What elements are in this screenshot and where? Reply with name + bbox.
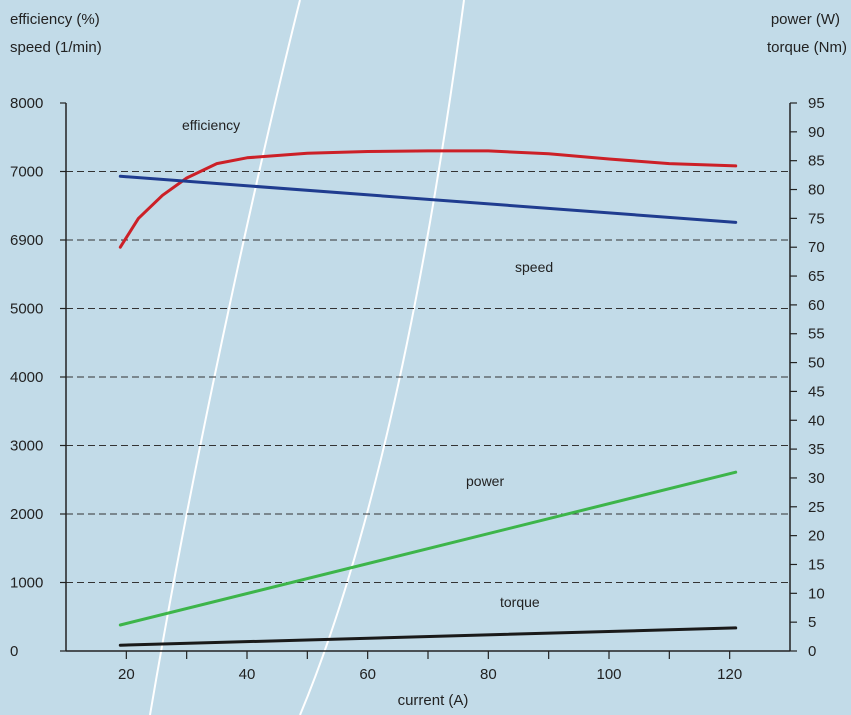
efficiency-line [118, 149, 738, 249]
right-tick-label: 70 [808, 239, 825, 256]
left-tick-label: 7000 [10, 164, 43, 181]
right-tick-label: 75 [808, 210, 825, 227]
right-tick-label: 35 [808, 441, 825, 458]
background-curve [149, 0, 301, 715]
x-tick-label: 80 [480, 666, 497, 683]
right-axis-title-line1: power (W) [771, 11, 840, 28]
right-tick-label: 30 [808, 470, 825, 487]
power-line [118, 470, 738, 627]
axis-ticks: 8000700069005000400030002000100009590858… [10, 95, 825, 683]
left-tick-label: 1000 [10, 575, 43, 592]
right-tick-label: 95 [808, 95, 825, 112]
efficiency-label: efficiency [182, 117, 240, 133]
right-tick-label: 15 [808, 556, 825, 573]
right-tick-label: 60 [808, 297, 825, 314]
speed-line [118, 174, 738, 224]
right-tick-label: 40 [808, 412, 825, 429]
left-axis-title-line2: speed (1/min) [10, 39, 102, 56]
x-tick-label: 100 [596, 666, 621, 683]
right-tick-label: 25 [808, 499, 825, 516]
left-axis-title-line1: efficiency (%) [10, 11, 100, 28]
left-tick-label: 4000 [10, 369, 43, 386]
right-axis-title-line2: torque (Nm) [767, 39, 847, 56]
left-tick-label: 5000 [10, 301, 43, 318]
right-tick-label: 85 [808, 153, 825, 170]
x-tick-label: 60 [359, 666, 376, 683]
right-tick-label: 45 [808, 383, 825, 400]
right-tick-label: 20 [808, 528, 825, 545]
background-curves [149, 0, 465, 715]
left-tick-label: 8000 [10, 95, 43, 112]
left-tick-label: 3000 [10, 438, 43, 455]
right-tick-label: 0 [808, 643, 816, 660]
series-lines [118, 149, 738, 647]
left-tick-label: 2000 [10, 506, 43, 523]
power-label: power [466, 473, 504, 489]
x-tick-label: 40 [239, 666, 256, 683]
right-tick-label: 5 [808, 614, 816, 631]
left-tick-label: 0 [10, 643, 18, 660]
x-axis-title: current (A) [398, 692, 469, 709]
right-tick-label: 80 [808, 182, 825, 199]
left-tick-label: 6900 [10, 232, 43, 249]
right-tick-label: 10 [808, 585, 825, 602]
right-tick-label: 55 [808, 326, 825, 343]
speed-label: speed [515, 259, 553, 275]
right-tick-label: 90 [808, 124, 825, 141]
torque-line [118, 626, 738, 647]
right-tick-label: 50 [808, 355, 825, 372]
torque-label: torque [500, 594, 540, 610]
x-tick-label: 20 [118, 666, 135, 683]
x-tick-label: 120 [717, 666, 742, 683]
background-curve [299, 0, 465, 715]
right-tick-label: 65 [808, 268, 825, 285]
